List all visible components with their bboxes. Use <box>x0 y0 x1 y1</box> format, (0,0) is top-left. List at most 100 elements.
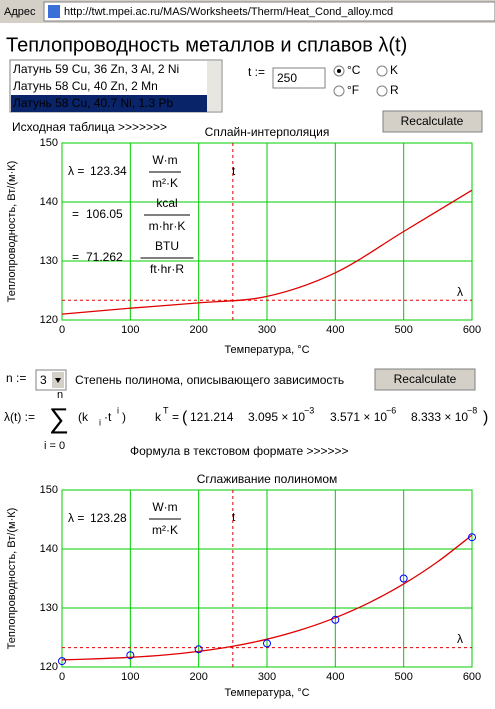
formula-prefix: λ = <box>68 511 84 525</box>
chart: Сглаживание полиномом 0 100 200 300 400 500 600… <box>6 472 481 699</box>
x-axis-label: Температура, °С <box>224 687 309 699</box>
formula-value: 71.262 <box>86 250 123 264</box>
y-tick-label: 120 <box>40 661 58 673</box>
chart-title: Сплайн-интерполяция <box>205 125 330 139</box>
term-close: ) <box>122 410 126 424</box>
data-point <box>468 533 476 542</box>
formula-value: 106.05 <box>86 207 123 221</box>
unit-numerator: W·m <box>152 500 177 514</box>
x-tick-label: 100 <box>121 324 139 336</box>
x-tick-label: 100 <box>121 671 139 683</box>
x-tick-label: 0 <box>59 671 65 683</box>
x-axis-label: Температура, °С <box>224 344 309 356</box>
page-icon <box>48 5 60 18</box>
n-label: n := <box>6 371 26 385</box>
list-item[interactable]: Латунь 58 Cu, 40 Zn, 2 Mn <box>13 79 158 93</box>
formula-lhs: λ(t) := <box>4 410 35 424</box>
lambda-label: λ <box>457 285 463 299</box>
unit-radios[interactable]: °C K °F R <box>333 63 399 97</box>
unit-numerator: kcal <box>156 196 177 210</box>
chart: Сплайн-интерполяция 0 100 200 300 400 500 600 12… <box>6 125 481 356</box>
unit-denominator: m·hr·K <box>149 219 186 233</box>
unit-denominator: m²·K <box>152 523 178 537</box>
k-label: k <box>155 410 162 424</box>
radio-label[interactable]: °C <box>347 63 361 77</box>
t-label: t <box>232 510 236 524</box>
y-tick-label: 140 <box>40 196 58 208</box>
formula-prefix: = <box>72 250 79 264</box>
formula-prefix: λ = <box>68 164 84 178</box>
data-point <box>194 645 203 654</box>
coef-base: 8.333 × 10 <box>411 410 468 424</box>
x-tick-label: 500 <box>394 671 412 683</box>
radio[interactable] <box>333 85 345 97</box>
x-tick-label: 0 <box>59 324 65 336</box>
data-point <box>331 615 340 624</box>
sum-upper: n <box>57 389 63 401</box>
x-tick-label: 200 <box>189 324 207 336</box>
y-axis-label: Теплопроводность, Вт/(м·К) <box>6 161 18 303</box>
n-value[interactable]: 3 <box>40 373 47 387</box>
t-input[interactable] <box>272 67 326 89</box>
material-list[interactable]: Латунь 59 Cu, 36 Zn, 3 Al, 2 Ni Латунь 58… <box>9 59 223 113</box>
sum-lower: i = 0 <box>44 440 65 452</box>
unit-denominator: ft·hr·R <box>150 262 184 276</box>
y-tick-label: 150 <box>40 484 58 496</box>
curve <box>61 534 473 661</box>
k-transpose: T <box>163 405 169 415</box>
curve <box>61 189 473 315</box>
x-tick-label: 600 <box>463 671 481 683</box>
t-value[interactable]: 250 <box>277 71 297 85</box>
x-tick-label: 600 <box>463 324 481 336</box>
poly-description: Степень полинома, описывающего зависимос… <box>75 373 344 387</box>
x-tick-label: 500 <box>394 324 412 336</box>
list-item[interactable]: Латунь 59 Cu, 36 Zn, 3 Al, 2 Ni <box>13 62 179 76</box>
coef-base: 121.214 <box>190 410 234 424</box>
lambda-label: λ <box>457 632 463 646</box>
x-tick-label: 200 <box>189 671 207 683</box>
url[interactable]: http://twt.mpei.ac.ru/MAS/Worksheets/The… <box>64 6 393 18</box>
coef-exp: −6 <box>386 405 396 415</box>
text-format-link[interactable]: Формула в текстовом формате >>>>>> <box>130 444 349 458</box>
unit-denominator: m²·K <box>152 176 178 190</box>
term-k: (k <box>78 410 89 424</box>
x-tick-label: 300 <box>258 671 276 683</box>
button-label[interactable]: Recalculate <box>401 114 464 128</box>
formula-prefix: = <box>72 207 79 221</box>
source-table-link[interactable]: Исходная таблица >>>>>>> <box>12 120 167 134</box>
unit-numerator: BTU <box>155 239 179 253</box>
coef-exp: −3 <box>304 405 314 415</box>
unit-numerator: W·m <box>152 153 177 167</box>
radio-label[interactable]: R <box>390 83 399 97</box>
sigma: ∑ <box>49 402 69 433</box>
coef-base: 3.571 × 10 <box>330 410 387 424</box>
coefficients: 121.214 3.095 × 10−3 3.571 × 10−6 8.333 × 1… <box>190 405 477 424</box>
recalculate-button[interactable]: Recalculate <box>374 368 476 391</box>
radio[interactable] <box>376 85 388 97</box>
k-close: ) <box>483 409 488 426</box>
address-label: Адрес <box>4 6 36 18</box>
selected-row <box>11 95 207 112</box>
x-tick-label: 400 <box>326 324 344 336</box>
radio-label[interactable]: K <box>390 63 398 77</box>
radio-label[interactable]: °F <box>347 83 359 97</box>
formula-value: 123.28 <box>90 511 127 525</box>
k-equals: = <box>172 410 179 424</box>
t-label: t <box>232 164 236 178</box>
button-frame <box>382 110 483 133</box>
y-axis-label: Теплопроводность, Вт/(м·К) <box>6 508 18 650</box>
list-item[interactable]: Латунь 58 Cu, 40.7 Ni, 1.3 Pb <box>13 96 174 110</box>
data-point <box>263 639 271 648</box>
address-field[interactable] <box>43 1 495 22</box>
y-tick-label: 120 <box>40 314 58 326</box>
data-point <box>126 651 135 660</box>
data-point <box>58 657 66 666</box>
term-t: ·t <box>104 410 112 424</box>
recalculate-button[interactable]: Recalculate <box>382 110 483 133</box>
term-sup: i <box>117 405 119 415</box>
radio[interactable] <box>376 65 388 77</box>
y-tick-label: 140 <box>40 543 58 555</box>
radio-dot <box>337 69 341 73</box>
button-label[interactable]: Recalculate <box>394 372 457 386</box>
